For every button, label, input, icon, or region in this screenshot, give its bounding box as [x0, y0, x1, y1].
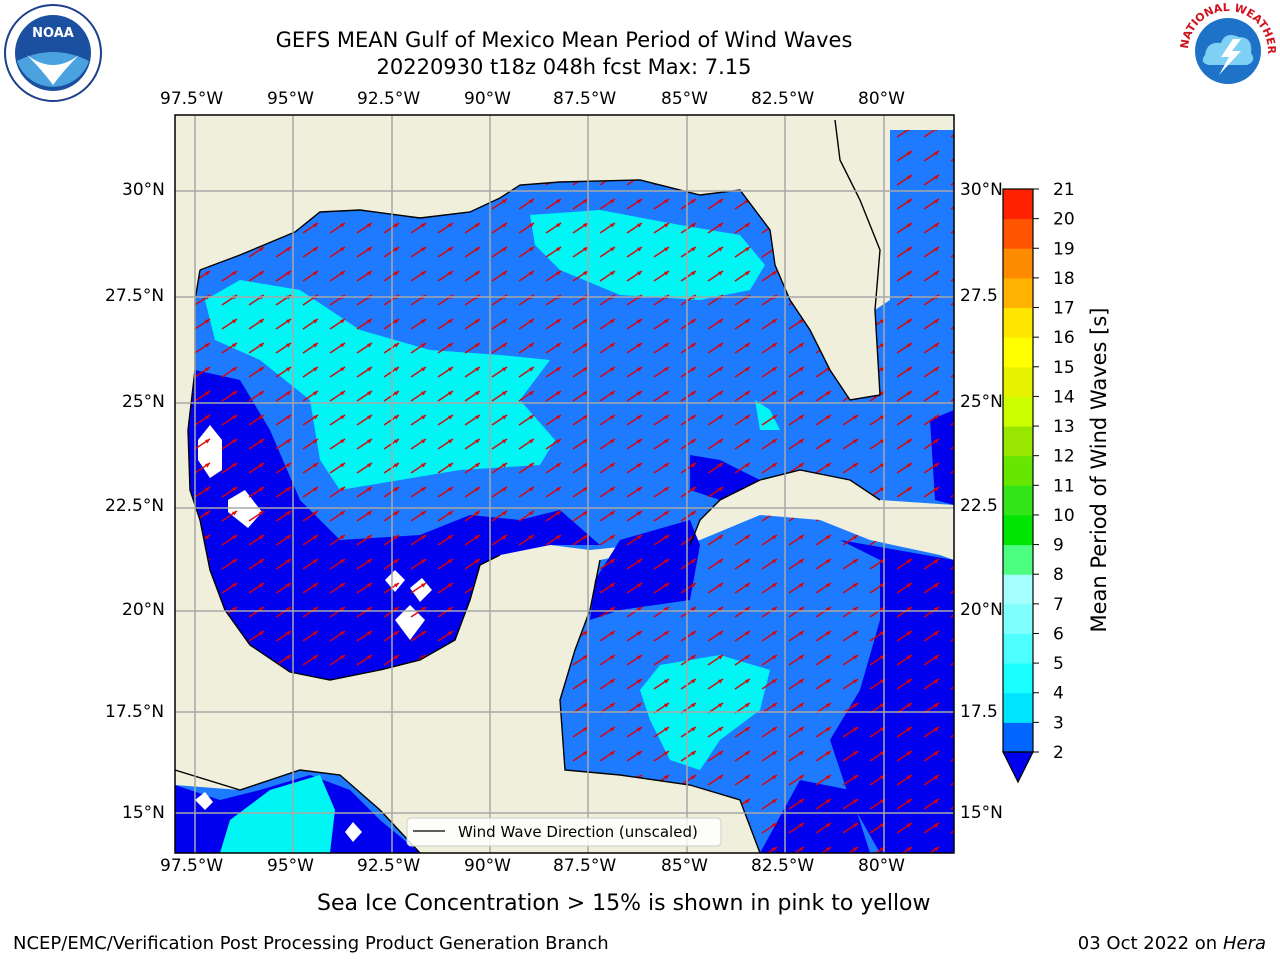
graticule: [175, 115, 954, 853]
lon-label-bottom: 85°W: [661, 856, 708, 876]
colorbar-segment: [1003, 514, 1033, 546]
lat-label-right: 27.5: [960, 286, 998, 306]
colorbar-tick-label: 11: [1053, 476, 1075, 496]
colorbar-tick-label: 17: [1053, 299, 1075, 319]
lon-label-bottom: 80°W: [858, 856, 905, 876]
footer-date-text: 03 Oct 2022 on: [1077, 933, 1223, 954]
colorbar-tick-label: 19: [1053, 239, 1075, 259]
colorbar-segment: [1003, 663, 1033, 694]
colorbar-tick-label: 5: [1053, 654, 1064, 674]
colorbar-tick-label: 2: [1053, 743, 1064, 763]
lon-label-bottom: 92.5°W: [357, 856, 421, 876]
colorbar-tick-label: 12: [1053, 447, 1075, 467]
svg-text:NOAA: NOAA: [32, 26, 74, 41]
colorbar-segment: [1003, 485, 1033, 516]
colorbar-tick-label: 18: [1053, 269, 1075, 289]
lat-label-right: 22.5: [960, 496, 998, 516]
colorbar-segment: [1003, 248, 1033, 279]
colorbar-segment: [1003, 633, 1033, 664]
lat-label-left: 27.5°N: [105, 286, 165, 306]
colorbar-segment: [1003, 692, 1033, 723]
lon-label-top: 85°W: [661, 89, 708, 109]
colorbar-tick-label: 21: [1053, 180, 1075, 200]
noaa-logo: NOAA: [4, 4, 102, 102]
footer-machine: Hera: [1222, 933, 1266, 954]
colorbar-segment: [1003, 307, 1033, 338]
lon-label-bottom: 95°W: [267, 856, 314, 876]
lat-label-left: 30°N: [122, 180, 165, 200]
colorbar-segment: [1003, 722, 1033, 753]
colorbar-segment: [1003, 544, 1033, 575]
lon-label-top: 80°W: [858, 89, 905, 109]
lat-label-right: 25°N: [960, 392, 1003, 412]
colorbar-segment: [1003, 218, 1033, 249]
national-weather-service-logo: NATIONAL WEATHER SERVICE: [1177, 1, 1278, 97]
lon-label-bottom: 82.5°W: [751, 856, 815, 876]
sea-ice-note: Sea Ice Concentration > 15% is shown in …: [317, 891, 931, 916]
lon-label-top: 92.5°W: [357, 89, 421, 109]
colorbar-segment: [1003, 189, 1033, 220]
lat-label-left: 15°N: [122, 803, 165, 823]
lat-label-left: 25°N: [122, 392, 165, 412]
colorbar-tick-label: 3: [1053, 713, 1064, 733]
colorbar-tick-label: 14: [1053, 387, 1075, 407]
lon-label-top: 95°W: [267, 89, 314, 109]
lat-label-left: 17.5°N: [105, 702, 165, 722]
footer-credit: NCEP/EMC/Verification Post Processing Pr…: [13, 933, 609, 954]
map-legend-label: Wind Wave Direction (unscaled): [458, 823, 698, 841]
map-legend-box: [406, 817, 722, 847]
lon-label-top: 82.5°W: [751, 89, 815, 109]
colorbar-segment: [1003, 455, 1033, 486]
coastline: [175, 119, 881, 853]
colorbar-tick-label: 4: [1053, 684, 1064, 704]
colorbar-tick-label: 13: [1053, 417, 1075, 437]
colorbar-tick-label: 9: [1053, 536, 1064, 556]
colorbar-segment: [1003, 396, 1033, 427]
map-title: GEFS MEAN Gulf of Mexico Mean Period of …: [275, 28, 853, 52]
colorbar-tick-label: 20: [1053, 210, 1075, 230]
colorbar-tick-label: 7: [1053, 595, 1064, 615]
lat-label-right: 20°N: [960, 600, 1003, 620]
colorbar-tick-label: 15: [1053, 358, 1075, 378]
lon-label-top: 87.5°W: [553, 89, 617, 109]
lon-label-top: 90°W: [464, 89, 511, 109]
colorbar: [1003, 189, 1033, 753]
map-subtitle: 20220930 t18z 048h fcst Max: 7.15: [376, 55, 752, 79]
lon-label-bottom: 97.5°W: [160, 856, 224, 876]
colorbar-label: Mean Period of Wind Waves [s]: [1087, 308, 1111, 633]
lon-label-bottom: 90°W: [464, 856, 511, 876]
colorbar-segment: [1003, 574, 1033, 605]
wave-direction-arrows: [188, 130, 954, 853]
colorbar-tick-label: 10: [1053, 506, 1075, 526]
lon-label-top: 97.5°W: [160, 89, 224, 109]
lat-label-left: 20°N: [122, 600, 165, 620]
colorbar-segment: [1003, 337, 1033, 368]
lat-label-right: 30°N: [960, 180, 1003, 200]
colorbar-extend-triangle: [1002, 751, 1034, 784]
lat-label-right: 15°N: [960, 803, 1003, 823]
colorbar-segment: [1003, 277, 1033, 309]
lat-label-right: 17.5: [960, 702, 998, 722]
colorbar-tick-label: 8: [1053, 565, 1064, 585]
lat-label-left: 22.5°N: [105, 496, 165, 516]
colorbar-segment: [1003, 426, 1033, 457]
colorbar-tick-label: 16: [1053, 328, 1075, 348]
colorbar-segment: [1003, 366, 1033, 397]
colorbar-tick-label: 6: [1053, 624, 1064, 644]
colorbar-segment: [1003, 603, 1033, 634]
lon-label-bottom: 87.5°W: [553, 856, 617, 876]
footer-date: 03 Oct 2022 on Hera: [1078, 933, 1266, 954]
